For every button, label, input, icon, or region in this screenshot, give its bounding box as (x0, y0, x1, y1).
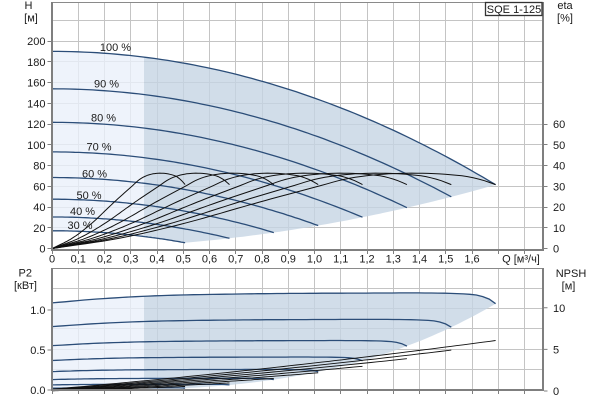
svg-text:5: 5 (553, 344, 559, 356)
svg-text:0: 0 (49, 254, 55, 266)
svg-text:0,8: 0,8 (254, 254, 269, 266)
svg-text:1,3: 1,3 (386, 254, 401, 266)
svg-text:60 %: 60 % (82, 169, 107, 181)
svg-text:0,5: 0,5 (176, 254, 191, 266)
svg-text:40 %: 40 % (70, 206, 95, 218)
svg-text:100 %: 100 % (100, 42, 131, 54)
svg-text:NPSH: NPSH (556, 268, 587, 280)
svg-text:1,2: 1,2 (359, 254, 374, 266)
svg-text:80: 80 (33, 161, 45, 173)
svg-text:0.0: 0.0 (30, 385, 45, 397)
svg-text:[м]: [м] (562, 281, 576, 293)
svg-text:Q [м³/ч]: Q [м³/ч] (502, 254, 540, 266)
svg-text:40: 40 (33, 202, 45, 214)
svg-text:100: 100 (27, 140, 45, 152)
svg-text:[м]: [м] (24, 13, 38, 25)
svg-text:H: H (25, 0, 33, 12)
svg-text:0: 0 (553, 244, 559, 256)
svg-text:20: 20 (553, 202, 565, 214)
svg-text:0: 0 (553, 386, 559, 398)
svg-text:0,4: 0,4 (149, 254, 164, 266)
svg-text:[кВт]: [кВт] (14, 280, 37, 292)
svg-text:[%]: [%] (557, 13, 573, 25)
svg-text:180: 180 (27, 57, 45, 69)
svg-text:10: 10 (553, 303, 565, 315)
svg-text:20: 20 (33, 223, 45, 235)
svg-text:140: 140 (27, 98, 45, 110)
svg-text:0,3: 0,3 (123, 254, 138, 266)
svg-text:30 %: 30 % (67, 220, 92, 232)
svg-text:SQE 1-125: SQE 1-125 (487, 4, 541, 16)
svg-text:30: 30 (553, 181, 565, 193)
svg-text:1.0: 1.0 (30, 305, 45, 317)
svg-text:1,4: 1,4 (412, 254, 427, 266)
svg-text:0,7: 0,7 (228, 254, 243, 266)
svg-text:60: 60 (33, 181, 45, 193)
svg-text:eta: eta (557, 0, 573, 12)
svg-text:40: 40 (553, 161, 565, 173)
svg-text:0.5: 0.5 (30, 345, 45, 357)
svg-text:1,1: 1,1 (333, 254, 348, 266)
svg-text:0: 0 (39, 244, 45, 256)
svg-text:50 %: 50 % (76, 190, 101, 202)
svg-text:90 %: 90 % (94, 79, 119, 91)
svg-text:60: 60 (553, 119, 565, 131)
svg-text:200: 200 (27, 36, 45, 48)
svg-text:160: 160 (27, 78, 45, 90)
svg-text:P2: P2 (19, 268, 32, 280)
svg-text:120: 120 (27, 119, 45, 131)
svg-text:0,2: 0,2 (97, 254, 112, 266)
svg-text:1,0: 1,0 (307, 254, 322, 266)
svg-text:0,6: 0,6 (202, 254, 217, 266)
svg-text:80 %: 80 % (91, 113, 116, 125)
svg-text:0,1: 0,1 (71, 254, 86, 266)
svg-text:50: 50 (553, 140, 565, 152)
svg-text:0,9: 0,9 (281, 254, 296, 266)
svg-text:10: 10 (553, 223, 565, 235)
svg-text:70 %: 70 % (86, 142, 111, 154)
svg-text:1,6: 1,6 (464, 254, 479, 266)
svg-text:1,5: 1,5 (438, 254, 453, 266)
